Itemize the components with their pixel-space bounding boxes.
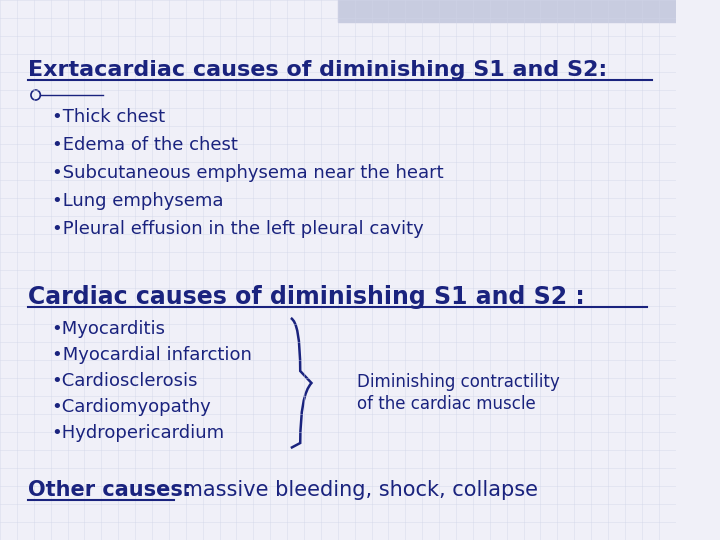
Text: •Lung emphysema: •Lung emphysema [52,192,223,210]
Text: •Cardiosclerosis: •Cardiosclerosis [52,372,198,390]
Text: •Cardiomyopathy: •Cardiomyopathy [52,398,212,416]
Text: •Edema of the chest: •Edema of the chest [52,136,238,154]
Text: •Myocardial infarction: •Myocardial infarction [52,346,251,364]
Text: of the cardiac muscle: of the cardiac muscle [356,395,535,413]
Text: •Thick chest: •Thick chest [52,108,165,126]
Text: •Subcutaneous emphysema near the heart: •Subcutaneous emphysema near the heart [52,164,444,182]
Bar [338,0,675,22]
Text: Other causes:: Other causes: [28,480,192,500]
Text: Cardiac causes of diminishing S1 and S2 :: Cardiac causes of diminishing S1 and S2 … [28,285,585,309]
Text: •Pleural effusion in the left pleural cavity: •Pleural effusion in the left pleural ca… [52,220,423,238]
Text: Diminishing contractility: Diminishing contractility [356,373,559,391]
Text: •Myocarditis: •Myocarditis [52,320,166,338]
Text: massive bleeding, shock, collapse: massive bleeding, shock, collapse [176,480,539,500]
Text: •Hydropericardium: •Hydropericardium [52,424,225,442]
Text: Exrtacardiac causes of diminishing S1 and S2:: Exrtacardiac causes of diminishing S1 an… [28,60,608,80]
